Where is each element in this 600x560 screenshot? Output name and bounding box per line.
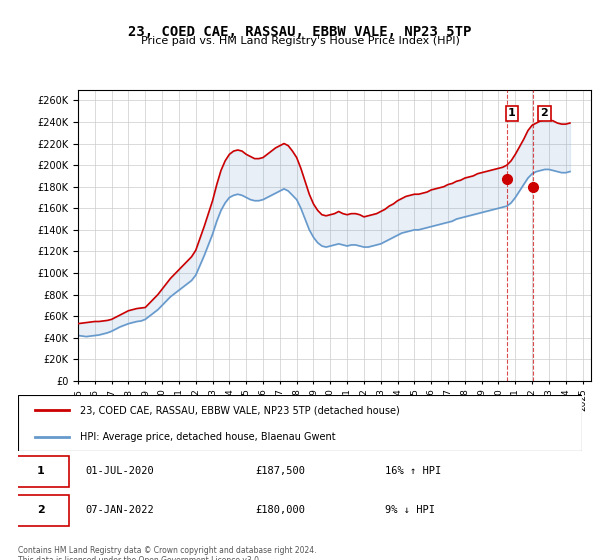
FancyBboxPatch shape (13, 495, 69, 526)
Text: 2: 2 (541, 108, 548, 118)
Text: Contains HM Land Registry data © Crown copyright and database right 2024.
This d: Contains HM Land Registry data © Crown c… (18, 546, 317, 560)
Text: £180,000: £180,000 (255, 506, 305, 515)
Text: 1: 1 (508, 108, 516, 118)
Text: 9% ↓ HPI: 9% ↓ HPI (385, 506, 434, 515)
Text: £187,500: £187,500 (255, 466, 305, 476)
Text: 1: 1 (37, 466, 44, 476)
Text: 07-JAN-2022: 07-JAN-2022 (86, 506, 154, 515)
Text: 23, COED CAE, RASSAU, EBBW VALE, NP23 5TP (detached house): 23, COED CAE, RASSAU, EBBW VALE, NP23 5T… (80, 405, 400, 416)
Text: 2: 2 (37, 506, 44, 515)
Text: 01-JUL-2020: 01-JUL-2020 (86, 466, 154, 476)
Text: 16% ↑ HPI: 16% ↑ HPI (385, 466, 441, 476)
FancyBboxPatch shape (13, 456, 69, 487)
Text: Price paid vs. HM Land Registry's House Price Index (HPI): Price paid vs. HM Land Registry's House … (140, 36, 460, 46)
Text: 23, COED CAE, RASSAU, EBBW VALE, NP23 5TP: 23, COED CAE, RASSAU, EBBW VALE, NP23 5T… (128, 25, 472, 39)
Text: HPI: Average price, detached house, Blaenau Gwent: HPI: Average price, detached house, Blae… (80, 432, 335, 442)
FancyBboxPatch shape (18, 395, 582, 451)
